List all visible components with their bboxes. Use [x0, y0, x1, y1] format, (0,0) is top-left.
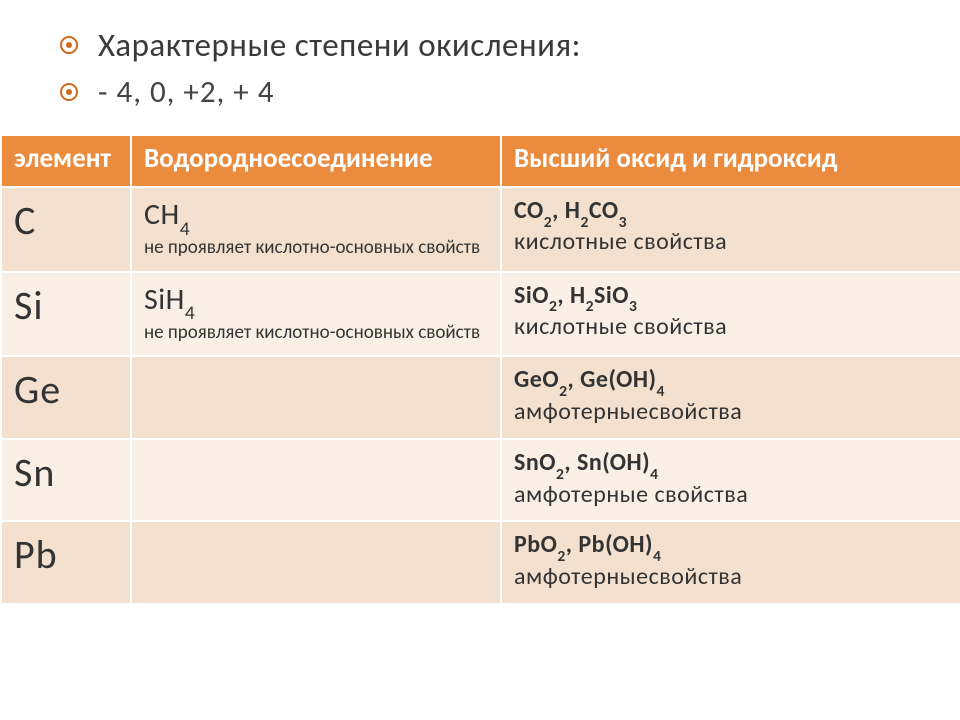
- bullet-area: Характерные степени окисления: - 4, 0, +…: [0, 0, 960, 134]
- hydride-formula: SiH4: [144, 281, 488, 322]
- cell-element: Ge: [1, 356, 131, 438]
- element-symbol: C: [14, 196, 118, 245]
- cell-oxide: GeO2, Ge(OH)4 амфотерныесвойства: [501, 356, 960, 438]
- hydride-description: не проявляет кислотно-основных свойств: [144, 322, 488, 344]
- table-row: Sn SnO2, Sn(OH)4амфотерные свойства: [1, 439, 960, 521]
- cell-element: Sn: [1, 439, 131, 521]
- oxide-description: кислотные свойства: [514, 228, 948, 256]
- oxide-formula: SnO2, Sn(OH)4: [514, 448, 948, 481]
- header-element: элемент: [1, 135, 131, 187]
- table-row: C CH4не проявляет кислотно-основных свойс…: [1, 187, 960, 272]
- cell-element: Pb: [1, 521, 131, 603]
- target-bullet-icon: [60, 36, 78, 54]
- cell-oxide: SnO2, Sn(OH)4амфотерные свойства: [501, 439, 960, 521]
- cell-oxide: CO2, H2CO3кислотные свойства: [501, 187, 960, 272]
- cell-element: C: [1, 187, 131, 272]
- oxide-description: амфотерныесвойства: [514, 563, 948, 591]
- table-row: Si SiH4не проявляет кислотно-основных сво…: [1, 272, 960, 357]
- cell-hydride: [131, 521, 501, 603]
- bullet-line-1: Характерные степени окисления:: [60, 25, 920, 65]
- table-row: Ge GeO2, Ge(OH)4 амфотерныесвойства: [1, 356, 960, 438]
- cell-hydride: SiH4не проявляет кислотно-основных свойс…: [131, 272, 501, 357]
- chemistry-table: элемент Водородноесоединение Высший окси…: [0, 134, 960, 605]
- table-row: Pb PbO2, Pb(OH)4амфотерныесвойства: [1, 521, 960, 603]
- target-bullet-icon: [60, 83, 78, 101]
- cell-hydride: [131, 356, 501, 438]
- hydride-description: не проявляет кислотно-основных свойств: [144, 237, 488, 259]
- cell-element: Si: [1, 272, 131, 357]
- bullet-line-2: - 4, 0, +2, + 4: [60, 73, 920, 111]
- cell-hydride: [131, 439, 501, 521]
- bullet-text-2: - 4, 0, +2, + 4: [98, 73, 274, 111]
- element-symbol: Ge: [14, 365, 118, 414]
- bullet-text-1: Характерные степени окисления:: [98, 25, 581, 65]
- oxide-formula: SiO2, H2SiO3: [514, 281, 948, 314]
- cell-hydride: CH4не проявляет кислотно-основных свойст…: [131, 187, 501, 272]
- oxide-description: кислотные свойства: [514, 313, 948, 341]
- oxide-description: амфотерные свойства: [514, 481, 948, 509]
- cell-oxide: PbO2, Pb(OH)4амфотерныесвойства: [501, 521, 960, 603]
- hydride-formula: CH4: [144, 196, 488, 237]
- element-symbol: Pb: [14, 530, 118, 579]
- oxide-formula: CO2, H2CO3: [514, 196, 948, 229]
- cell-oxide: SiO2, H2SiO3кислотные свойства: [501, 272, 960, 357]
- header-oxide: Высший оксид и гидроксид: [501, 135, 960, 187]
- oxide-formula: PbO2, Pb(OH)4: [514, 530, 948, 563]
- oxide-description: амфотерныесвойства: [514, 398, 948, 426]
- table-header-row: элемент Водородноесоединение Высший окси…: [1, 135, 960, 187]
- slide: Характерные степени окисления: - 4, 0, +…: [0, 0, 960, 720]
- header-hydride: Водородноесоединение: [131, 135, 501, 187]
- element-symbol: Sn: [14, 448, 118, 497]
- oxide-formula: GeO2, Ge(OH)4: [514, 365, 948, 398]
- element-symbol: Si: [14, 281, 118, 330]
